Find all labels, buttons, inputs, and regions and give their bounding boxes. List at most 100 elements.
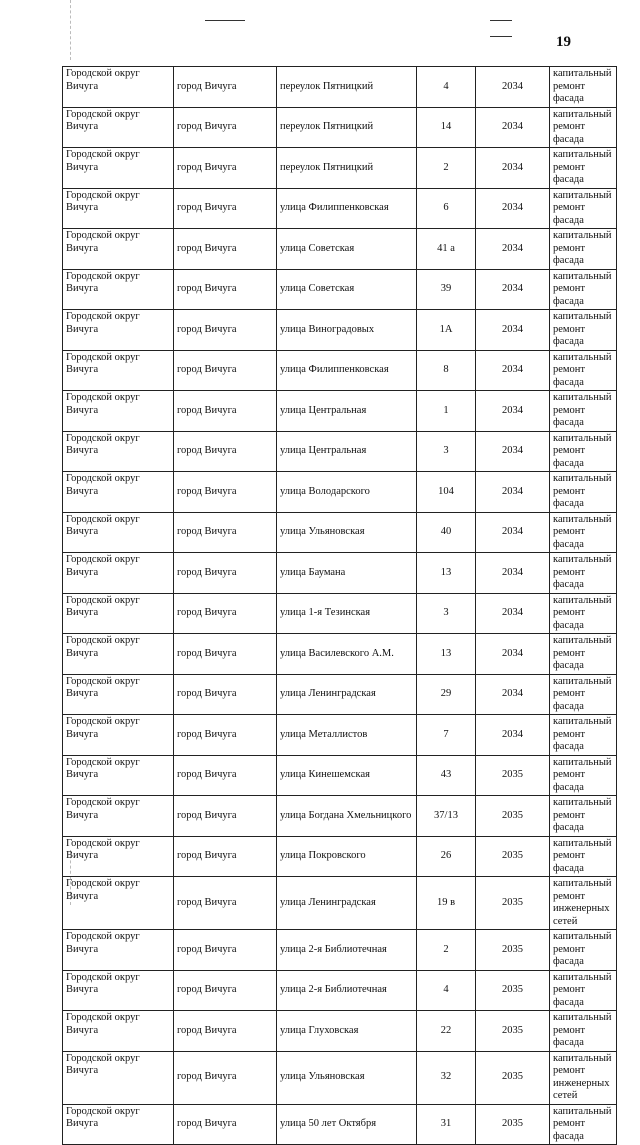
district-cell: Городской округ Вичуга (62, 471, 174, 513)
year-cell: 2034 (475, 187, 550, 229)
street-cell: улица Ульяновская (276, 511, 417, 553)
city-cell: город Вичуга (173, 929, 277, 971)
year-cell: 2034 (475, 147, 550, 189)
city-cell: город Вичуга (173, 106, 277, 148)
year-cell: 2034 (475, 66, 550, 108)
work-type-cell: капитальный ремонт инженерных сетей (549, 876, 617, 930)
district-cell: Городской округ Вичуга (62, 349, 174, 391)
city-cell: город Вичуга (173, 633, 277, 675)
year-cell: 2035 (475, 795, 550, 837)
district-cell: Городской округ Вичуга (62, 511, 174, 553)
work-type-cell: капитальный ремонт фасада (549, 309, 617, 351)
work-type-cell: капитальный ремонт фасада (549, 1010, 617, 1052)
district-cell: Городской округ Вичуга (62, 929, 174, 971)
district-cell: Городской округ Вичуга (62, 1103, 174, 1145)
table-row: Городской округ Вичуга город Вичуга улица … (62, 228, 617, 270)
work-type-cell: капитальный ремонт фасада (549, 187, 617, 229)
work-type-cell: капитальный ремонт фасада (549, 754, 617, 796)
work-type-cell: капитальный ремонт фасада (549, 430, 617, 472)
house-number-cell: 3 (416, 430, 476, 472)
table-row: Городской округ Вичуга город Вичуга улица … (62, 714, 617, 756)
district-cell: Городской округ Вичуга (62, 268, 174, 310)
district-cell: Городской округ Вичуга (62, 633, 174, 675)
city-cell: город Вичуга (173, 673, 277, 715)
street-cell: улица Ленинградская (276, 673, 417, 715)
table-row: Городской округ Вичуга город Вичуга улица … (62, 592, 617, 634)
work-type-cell: капитальный ремонт фасада (549, 147, 617, 189)
year-cell: 2034 (475, 390, 550, 432)
house-number-cell: 31 (416, 1103, 476, 1145)
year-cell: 2034 (475, 349, 550, 391)
street-cell: улица Ульяновская (276, 1050, 417, 1105)
table-row: Городской округ Вичуга город Вичуга улица … (62, 1010, 617, 1052)
district-cell: Городской округ Вичуга (62, 228, 174, 270)
work-type-cell: капитальный ремонт фасада (549, 106, 617, 148)
city-cell: город Вичуга (173, 471, 277, 513)
district-cell: Городской округ Вичуга (62, 592, 174, 634)
house-number-cell: 2 (416, 929, 476, 971)
work-type-cell: капитальный ремонт инженерных сетей (549, 1050, 617, 1105)
city-cell: город Вичуга (173, 1050, 277, 1105)
street-cell: улица 50 лет Октября (276, 1103, 417, 1145)
city-cell: город Вичуга (173, 349, 277, 391)
year-cell: 2034 (475, 633, 550, 675)
district-cell: Городской округ Вичуга (62, 835, 174, 877)
street-cell: улица Советская (276, 228, 417, 270)
street-cell: улица Глуховская (276, 1010, 417, 1052)
street-cell: улица Покровского (276, 835, 417, 877)
city-cell: город Вичуга (173, 592, 277, 634)
table-row: Городской округ Вичуга город Вичуга улица … (62, 552, 617, 594)
work-type-cell: капитальный ремонт фасада (549, 714, 617, 756)
year-cell: 2034 (475, 673, 550, 715)
table-row: Городской округ Вичуга город Вичуга улица … (62, 673, 617, 715)
district-cell: Городской округ Вичуга (62, 66, 174, 108)
street-cell: улица Центральная (276, 430, 417, 472)
district-cell: Городской округ Вичуга (62, 552, 174, 594)
district-cell: Городской округ Вичуга (62, 430, 174, 472)
year-cell: 2034 (475, 592, 550, 634)
work-type-cell: капитальный ремонт фасада (549, 969, 617, 1011)
year-cell: 2035 (475, 969, 550, 1011)
city-cell: город Вичуга (173, 228, 277, 270)
scan-mark (205, 20, 245, 21)
year-cell: 2034 (475, 552, 550, 594)
street-cell: переулок Пятницкий (276, 147, 417, 189)
year-cell: 2034 (475, 430, 550, 472)
table-row: Городской округ Вичуга город Вичуга улица … (62, 754, 617, 796)
table-row: Городской округ Вичуга город Вичуга улица … (62, 633, 617, 675)
year-cell: 2034 (475, 309, 550, 351)
scan-margin-line (70, 0, 71, 60)
table-row: Городской округ Вичуга город Вичуга улица … (62, 349, 617, 391)
work-type-cell: капитальный ремонт фасада (549, 349, 617, 391)
street-cell: улица Богдана Хмельницкого (276, 795, 417, 837)
year-cell: 2035 (475, 929, 550, 971)
work-type-cell: капитальный ремонт фасада (549, 66, 617, 108)
city-cell: город Вичуга (173, 835, 277, 877)
city-cell: город Вичуга (173, 430, 277, 472)
year-cell: 2034 (475, 714, 550, 756)
table-row: Городской округ Вичуга город Вичуга улица … (62, 929, 617, 971)
table-row: Городской округ Вичуга город Вичуга улица … (62, 268, 617, 310)
district-cell: Городской округ Вичуга (62, 876, 174, 930)
work-type-cell: капитальный ремонт фасада (549, 1103, 617, 1145)
year-cell: 2035 (475, 1103, 550, 1145)
city-cell: город Вичуга (173, 187, 277, 229)
work-type-cell: капитальный ремонт фасада (549, 471, 617, 513)
house-number-cell: 1А (416, 309, 476, 351)
street-cell: улица Металлистов (276, 714, 417, 756)
work-type-cell: капитальный ремонт фасада (549, 633, 617, 675)
work-type-cell: капитальный ремонт фасада (549, 835, 617, 877)
street-cell: улица Виноградовых (276, 309, 417, 351)
table-row: Городской округ Вичуга город Вичуга улица … (62, 309, 617, 351)
city-cell: город Вичуга (173, 714, 277, 756)
house-number-cell: 4 (416, 66, 476, 108)
street-cell: переулок Пятницкий (276, 106, 417, 148)
work-type-cell: капитальный ремонт фасада (549, 228, 617, 270)
table-row: Городской округ Вичуга город Вичуга улица … (62, 795, 617, 837)
district-cell: Городской округ Вичуга (62, 714, 174, 756)
year-cell: 2034 (475, 106, 550, 148)
street-cell: улица 2-я Библиотечная (276, 969, 417, 1011)
city-cell: город Вичуга (173, 1103, 277, 1145)
year-cell: 2034 (475, 511, 550, 553)
street-cell: улица Баумана (276, 552, 417, 594)
